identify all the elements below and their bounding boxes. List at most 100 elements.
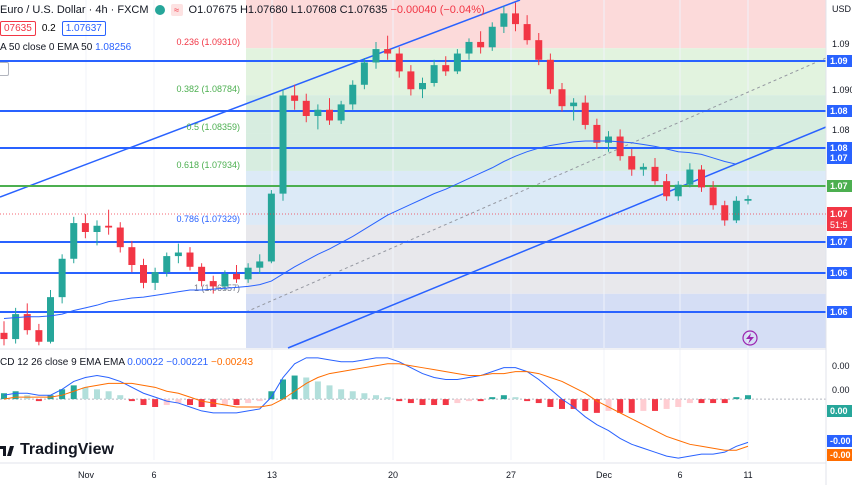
price-tick-label: 1.07 <box>830 153 848 163</box>
ohlc-high: H1.07680 <box>239 4 288 16</box>
macd-value-2: −0.00221 <box>166 357 209 368</box>
ema50-line <box>3 140 737 320</box>
candle-body <box>349 84 357 105</box>
symbol-title[interactable]: Euro / U.S. Dollar · 4h · FXCM <box>0 4 149 16</box>
macd-histogram-bar <box>12 391 19 400</box>
spread-value: 0.2 <box>41 23 56 34</box>
price-tick-label: 1.09 <box>832 39 850 49</box>
ohlc-close: C1.07635 <box>339 4 388 16</box>
macd-label: CD 12 26 close 9 EMA EMA <box>0 357 125 368</box>
price-level-tag <box>827 236 852 248</box>
macd-tick-label: 0.00 <box>830 406 848 416</box>
macd-histogram-bar <box>221 399 228 406</box>
time-tick-label: 11 <box>743 470 752 480</box>
candle-body <box>616 136 624 157</box>
macd-histogram-bar <box>640 399 647 411</box>
macd-histogram-bar <box>593 399 600 413</box>
settings-icon[interactable]: ≈ <box>170 4 183 16</box>
tradingview-logo[interactable]: TradingView <box>0 441 114 459</box>
price-level-tag <box>827 267 852 279</box>
ohlc-values: O1.07675 H1.07680 L1.07608 C1.07635 −0.0… <box>189 4 485 16</box>
candle-body <box>721 205 729 221</box>
macd-histogram-bar <box>82 387 89 400</box>
candle-body <box>151 272 159 283</box>
price-tick-label: 1.08 <box>830 143 848 153</box>
macd-histogram-bar <box>198 399 205 407</box>
visibility-icon[interactable] <box>154 5 165 15</box>
candle-body <box>465 41 473 54</box>
horizontal-lines <box>0 60 826 313</box>
candle-body <box>279 95 287 194</box>
lightning-icon[interactable] <box>742 330 758 346</box>
price-level-tag <box>827 306 852 318</box>
fib-zone <box>246 170 826 225</box>
ohlc-open: O1.07675 <box>188 4 237 16</box>
trade-row: 07635 0.2 1.07637 <box>0 21 106 36</box>
macd-histogram-bar <box>233 399 240 406</box>
price-level-tag <box>827 105 852 117</box>
macd-histogram-bar <box>559 399 565 409</box>
macd-histogram-bar <box>163 399 170 406</box>
candle-body <box>593 124 601 143</box>
macd-tick-label: -0.00 <box>830 450 851 460</box>
candle-body <box>116 227 124 248</box>
buy-button[interactable]: 1.07637 <box>61 21 106 36</box>
macd-histogram-bar <box>373 395 379 400</box>
candle-body <box>581 102 589 125</box>
time-tick-label: 27 <box>506 470 516 480</box>
macd-histogram-bar <box>105 391 112 400</box>
macd-legend[interactable]: CD 12 26 close 9 EMA EMA 0.00022 −0.0022… <box>0 357 253 368</box>
macd-histogram-bar <box>442 399 449 406</box>
time-tick-label: 6 <box>677 470 682 480</box>
macd-histogram-bar <box>361 393 368 400</box>
candle-body <box>639 166 647 170</box>
candle-body <box>732 200 740 221</box>
candle-body <box>512 13 519 25</box>
candle-body <box>58 258 66 298</box>
candle-body <box>523 24 531 41</box>
candle-body <box>186 252 194 267</box>
chart-header: Euro / U.S. Dollar · 4h · FXCM ≈ O1.0767… <box>0 0 485 20</box>
fib-zones <box>246 0 826 348</box>
candle-body <box>93 225 101 232</box>
price-axis-currency: USD <box>832 4 852 14</box>
candle-body <box>698 169 705 188</box>
candle-body <box>337 104 345 121</box>
candles <box>0 2 752 346</box>
candle-body <box>686 169 694 185</box>
candle-body <box>407 71 415 90</box>
candle-body <box>23 314 31 331</box>
macd-histogram-bar <box>128 399 135 402</box>
candle-body <box>140 265 147 283</box>
macd-histogram-bar <box>291 375 298 400</box>
price-level-tag <box>827 180 852 192</box>
price-tick-label: 1.07 <box>830 237 848 247</box>
sell-button[interactable]: 07635 <box>0 21 36 36</box>
macd-histogram-bar <box>466 399 472 402</box>
fib-zone <box>246 133 826 171</box>
candle-body <box>302 100 310 116</box>
macd-histogram-bar <box>431 399 438 406</box>
ohlc-change: −0.00040 (−0.04%) <box>390 4 485 16</box>
macd-histogram-bar <box>140 399 147 406</box>
current-price-label: 1.07 <box>830 209 848 219</box>
candle-body <box>628 156 636 170</box>
candle-body <box>500 13 508 27</box>
macd-histogram-bar <box>187 399 193 406</box>
time-tick-label: 13 <box>267 470 277 480</box>
price-tick-label: 1.06 <box>830 268 848 278</box>
candle-body <box>651 166 659 182</box>
macd-histogram-bar <box>733 397 740 400</box>
macd-histogram-bar <box>512 397 519 400</box>
fib-zone <box>246 224 826 294</box>
macd-histogram-bar <box>245 399 252 404</box>
macd-histogram-bar <box>686 399 693 404</box>
collapse-toggle[interactable] <box>0 62 9 76</box>
ema-legend[interactable]: A 50 close 0 EMA 50 1.08256 <box>0 42 131 53</box>
candle-body <box>535 40 543 60</box>
candle-body <box>326 109 333 121</box>
candle-body <box>488 26 496 48</box>
macd-histogram-bar <box>338 389 345 400</box>
